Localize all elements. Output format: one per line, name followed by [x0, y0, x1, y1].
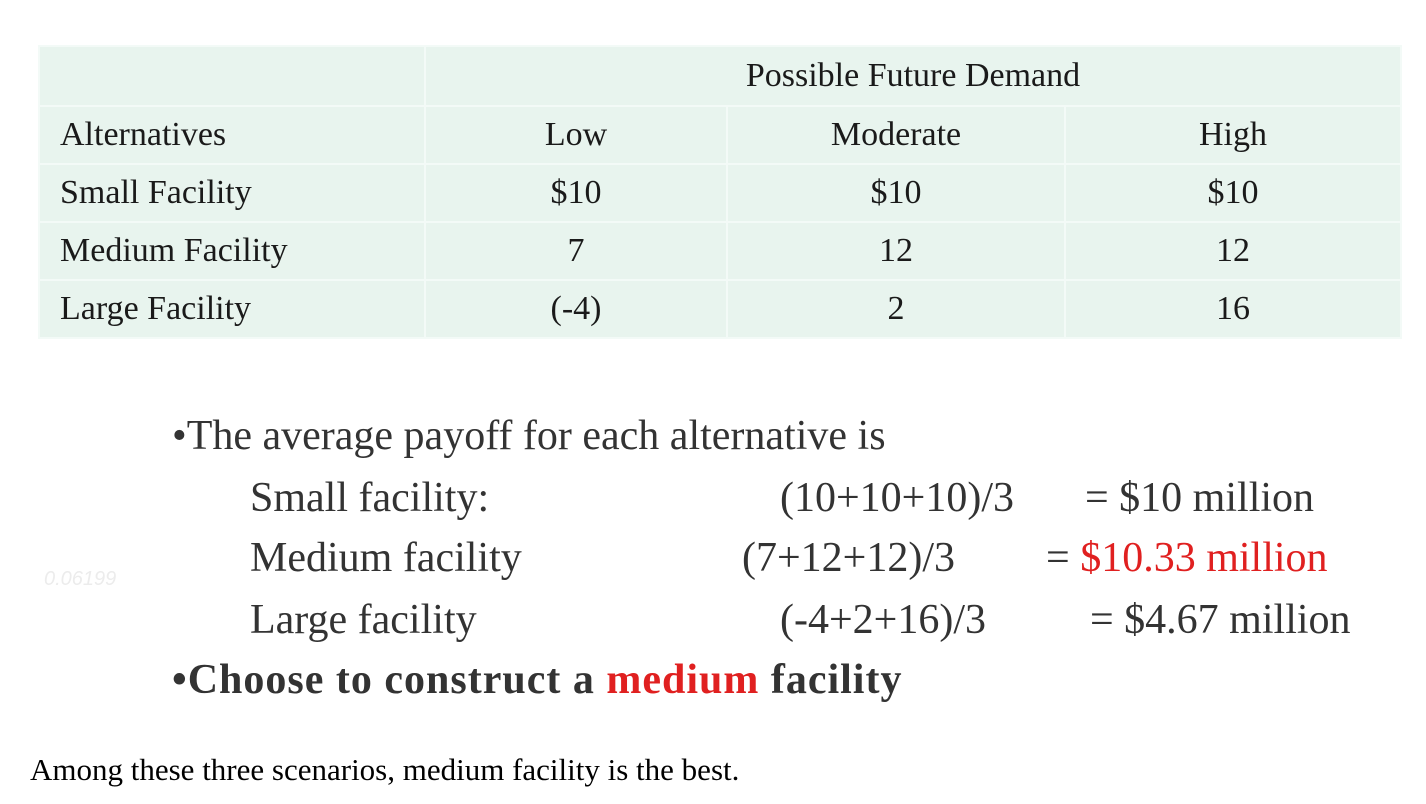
label-medium: Medium facility	[250, 535, 522, 581]
formula-small: (10+10+10)/3	[780, 475, 1015, 521]
row-label: Large Facility	[38, 279, 426, 339]
conclusion-text-end: facility	[759, 657, 903, 703]
table-row: Large Facility (-4) 2 16	[38, 279, 1402, 339]
payoff-table: Possible Future Demand Alternatives Low …	[38, 45, 1402, 339]
cell: $10	[1064, 163, 1402, 223]
table-row: Small Facility $10 $10 $10	[38, 163, 1402, 223]
conclusion-highlight: medium	[606, 657, 760, 703]
column-header: Moderate	[726, 105, 1066, 165]
row-label: Medium Facility	[38, 221, 426, 281]
group-header: Possible Future Demand	[424, 45, 1402, 107]
cell: $10	[424, 163, 728, 223]
watermark: 0.06199	[44, 568, 117, 590]
formula-large: (-4+2+16)/3	[780, 597, 987, 643]
result-large: = $4.67 million	[1090, 597, 1351, 643]
column-header: Alternatives	[38, 105, 426, 165]
cell: (-4)	[424, 279, 728, 339]
label-large: Large facility	[250, 597, 477, 643]
table-group-header-row: Possible Future Demand	[38, 45, 1402, 107]
cell: 12	[1064, 221, 1402, 281]
cell: 12	[726, 221, 1066, 281]
column-header: High	[1064, 105, 1402, 165]
row-label: Small Facility	[38, 163, 426, 223]
conclusion-text: •Choose to construct a	[172, 657, 607, 703]
column-header: Low	[424, 105, 728, 165]
label-small: Small facility:	[250, 475, 490, 521]
caption: Among these three scenarios, medium faci…	[30, 752, 740, 787]
equals-sign: =	[1046, 535, 1081, 581]
cell: $10	[726, 163, 1066, 223]
cell: 16	[1064, 279, 1402, 339]
table-row: Medium Facility 7 12 12	[38, 221, 1402, 281]
result-small: = $10 million	[1085, 475, 1315, 521]
table-header-row: Alternatives Low Moderate High	[38, 105, 1402, 165]
formula-medium: (7+12+12)/3	[742, 535, 956, 581]
cell: 7	[424, 221, 728, 281]
conclusion: •Choose to construct a medium facility	[172, 656, 902, 704]
result-medium: = $10.33 million	[1046, 534, 1328, 582]
cell: 2	[726, 279, 1066, 339]
highlighted-result: $10.33 million	[1080, 535, 1328, 581]
intro-bullet: •The average payoff for each alternative…	[172, 413, 886, 459]
